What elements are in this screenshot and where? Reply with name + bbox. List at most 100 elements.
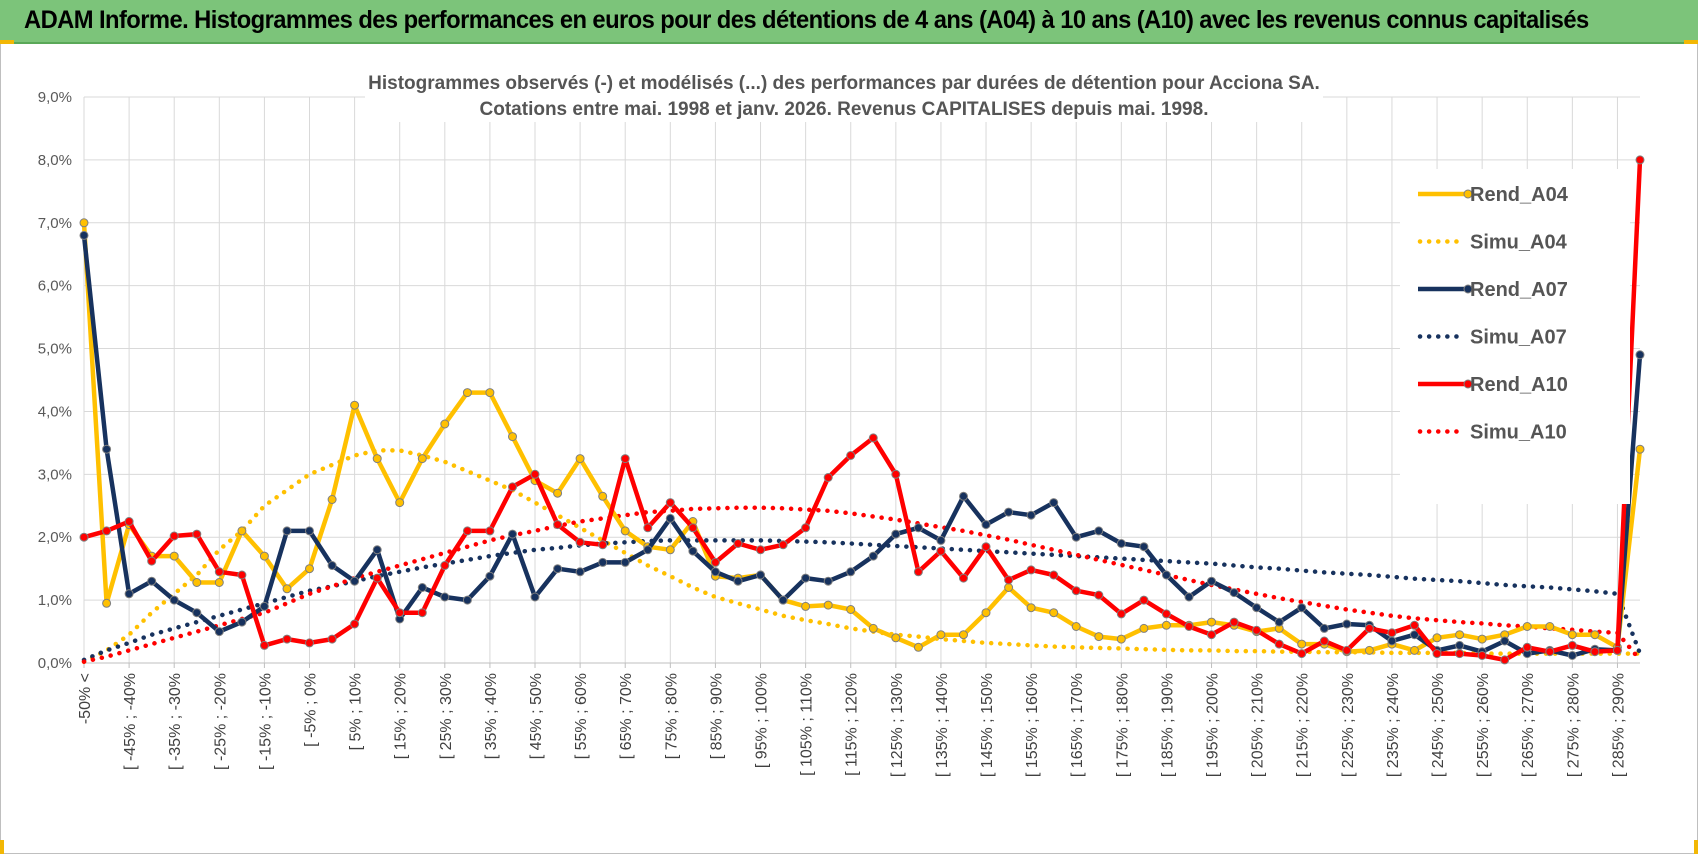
data-point <box>1319 636 1329 646</box>
data-point <box>1139 623 1149 633</box>
data-point <box>1116 539 1126 548</box>
data-point <box>801 601 811 611</box>
data-point <box>1567 630 1577 640</box>
data-point <box>1229 588 1239 598</box>
y-tick-label: 0,0% <box>38 655 72 672</box>
x-tick-label: [ 185% ; 190% <box>1159 673 1176 777</box>
data-point <box>485 388 495 398</box>
y-tick-label: 8,0% <box>38 152 72 169</box>
data-point <box>1252 625 1262 635</box>
series-lines <box>79 155 1645 665</box>
data-point <box>1545 622 1555 631</box>
data-point <box>192 529 202 539</box>
x-tick-label: [ -5% ; 0% <box>303 673 320 747</box>
data-point <box>169 531 179 541</box>
data-point <box>959 491 968 501</box>
x-tick-label: [ 155% ; 160% <box>1024 673 1041 777</box>
legend-label: Simu_A10 <box>1470 422 1567 444</box>
data-point <box>1116 609 1126 619</box>
data-point <box>913 642 923 652</box>
y-axis: 0,0% 1,0% 2,0% 3,0% 4,0% 5,0% 6,0% 7,0% 8,0% 9,0% <box>38 89 72 672</box>
data-point <box>79 230 89 240</box>
data-point <box>124 589 134 599</box>
data-point <box>305 564 314 574</box>
series-line <box>81 222 1643 654</box>
data-point <box>688 523 698 533</box>
y-tick-label: 1,0% <box>38 592 72 609</box>
data-point <box>756 545 765 555</box>
x-tick-label: [ 15% ; 20% <box>393 673 410 759</box>
data-point <box>1432 649 1442 659</box>
data-point <box>891 633 901 643</box>
series-line <box>81 448 1643 664</box>
x-tick-label: [ -15% ; -10% <box>257 673 274 770</box>
data-point <box>1274 639 1284 649</box>
data-point <box>305 638 314 648</box>
x-tick-label: [ 115% ; 120% <box>844 673 861 776</box>
data-point <box>169 595 179 605</box>
data-point <box>868 551 878 561</box>
legend-item-Simu_A04: Simu_A04 <box>1417 232 1568 254</box>
data-point <box>79 532 89 542</box>
x-tick-label: -50% < <box>77 673 94 724</box>
data-point <box>417 608 427 618</box>
data-point <box>598 540 608 550</box>
data-point <box>823 473 833 482</box>
data-point <box>1026 510 1036 520</box>
data-point <box>530 592 540 602</box>
x-tick-label: [ 25% ; 30% <box>438 673 455 759</box>
data-point <box>891 469 901 479</box>
x-tick-label: [ -45% ; -40% <box>122 673 139 770</box>
x-tick-label: [ 175% ; 180% <box>1114 673 1131 777</box>
legend-marker <box>1463 284 1473 294</box>
data-point <box>801 523 811 533</box>
data-point <box>1161 570 1171 580</box>
data-point <box>1500 636 1510 646</box>
data-point <box>350 576 360 586</box>
x-tick-label: [ 135% ; 140% <box>934 673 951 777</box>
data-point <box>1364 623 1374 633</box>
data-point <box>147 556 157 566</box>
data-point <box>237 526 247 536</box>
x-tick-label: [ 125% ; 130% <box>889 673 906 777</box>
x-tick-label: [ -35% ; -30% <box>167 673 184 770</box>
data-point <box>1387 628 1397 638</box>
legend-item-Simu_A07: Simu_A07 <box>1417 327 1567 349</box>
series-line <box>83 159 1643 663</box>
data-point <box>846 567 856 577</box>
corner-mark-top-left <box>0 40 14 44</box>
data-point <box>981 520 991 530</box>
series-line <box>81 235 1643 658</box>
data-point <box>508 432 517 442</box>
data-point <box>1049 498 1059 508</box>
corner-mark-bottom-left <box>0 840 4 854</box>
data-point <box>846 451 856 460</box>
data-point <box>147 576 157 586</box>
y-tick-label: 6,0% <box>38 278 72 295</box>
data-point <box>1410 620 1419 630</box>
data-point <box>1455 649 1465 659</box>
data-point <box>1071 586 1081 596</box>
data-point <box>462 388 472 398</box>
data-point <box>1139 542 1149 552</box>
data-point <box>1387 636 1397 646</box>
data-point <box>778 595 788 605</box>
x-tick-label: [ 105% ; 110% <box>799 673 816 776</box>
data-point <box>913 567 923 577</box>
data-point <box>1071 532 1081 542</box>
x-tick-label: [ 165% ; 170% <box>1069 673 1086 777</box>
data-point <box>1410 645 1419 655</box>
data-point <box>1342 619 1352 629</box>
data-point <box>981 608 991 618</box>
series-line <box>81 538 1643 663</box>
data-point <box>891 529 901 539</box>
data-point <box>350 619 360 629</box>
corner-mark-bottom-right <box>1694 840 1698 854</box>
data-point <box>1590 630 1600 640</box>
legend-item-Rend_A07: Rend_A07 <box>1418 279 1568 301</box>
data-point <box>598 557 608 567</box>
legend-marker <box>1463 379 1473 389</box>
data-point <box>553 520 563 530</box>
data-point <box>1161 609 1171 619</box>
header-banner: ADAM Informe. Histogrammes des performan… <box>0 0 1698 44</box>
